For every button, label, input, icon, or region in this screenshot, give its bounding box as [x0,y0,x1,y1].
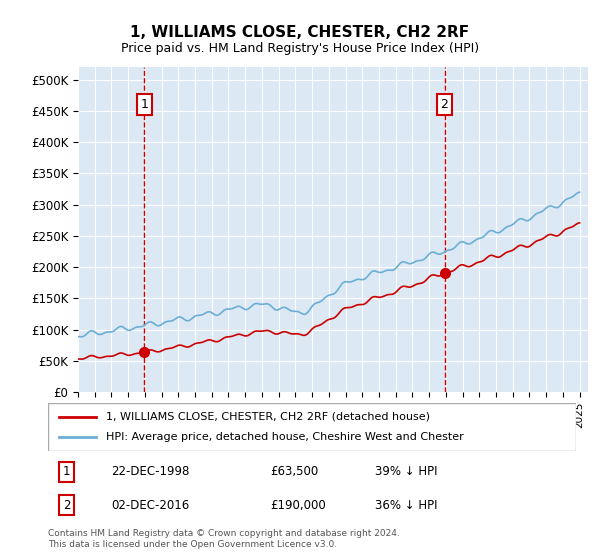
Text: 36% ↓ HPI: 36% ↓ HPI [376,499,438,512]
Text: 22-DEC-1998: 22-DEC-1998 [112,465,190,478]
FancyBboxPatch shape [48,403,576,451]
Text: Price paid vs. HM Land Registry's House Price Index (HPI): Price paid vs. HM Land Registry's House … [121,42,479,55]
Text: 1, WILLIAMS CLOSE, CHESTER, CH2 2RF: 1, WILLIAMS CLOSE, CHESTER, CH2 2RF [130,25,470,40]
Text: 2: 2 [63,499,70,512]
Text: 1: 1 [63,465,70,478]
Text: £63,500: £63,500 [270,465,318,478]
Text: 1, WILLIAMS CLOSE, CHESTER, CH2 2RF (detached house): 1, WILLIAMS CLOSE, CHESTER, CH2 2RF (det… [106,412,430,422]
Text: 02-DEC-2016: 02-DEC-2016 [112,499,190,512]
Text: 39% ↓ HPI: 39% ↓ HPI [376,465,438,478]
Text: 2: 2 [440,98,448,111]
Text: HPI: Average price, detached house, Cheshire West and Chester: HPI: Average price, detached house, Ches… [106,432,464,442]
Text: 1: 1 [140,98,148,111]
Text: £190,000: £190,000 [270,499,326,512]
Text: Contains HM Land Registry data © Crown copyright and database right 2024.
This d: Contains HM Land Registry data © Crown c… [48,529,400,549]
